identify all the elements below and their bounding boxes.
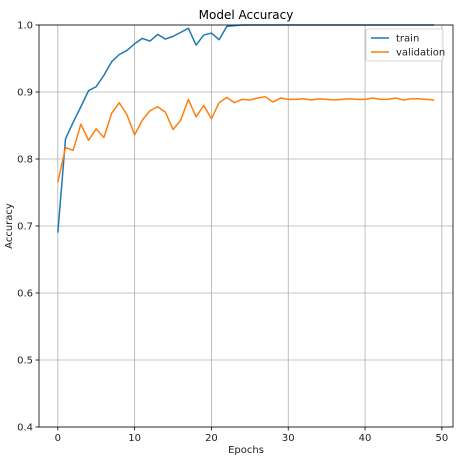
- x-tick-label: 0: [55, 433, 61, 444]
- y-tick-label: 0.8: [17, 155, 33, 166]
- y-axis-label: Accuracy: [4, 203, 15, 249]
- x-tick-label: 50: [435, 433, 448, 444]
- x-tick-label: 30: [282, 433, 295, 444]
- y-tick-label: 0.7: [17, 222, 33, 233]
- legend: train validation: [365, 28, 445, 62]
- y-tick-label: 0.9: [17, 88, 33, 99]
- y-tick-label: 0.6: [17, 289, 33, 300]
- x-tick-label: 10: [128, 433, 141, 444]
- grid: [39, 24, 453, 428]
- legend-box: [365, 28, 444, 62]
- y-tick-label: 0.5: [17, 356, 33, 367]
- legend-validation-label: validation: [396, 48, 445, 59]
- series-line-validation: [57, 95, 435, 183]
- y-tick-label: 1.0: [17, 21, 33, 32]
- x-tick-label: 40: [359, 433, 372, 444]
- y-tick-label: 0.4: [17, 423, 33, 434]
- x-tick-label: 20: [205, 433, 218, 444]
- legend-train-label: train: [396, 34, 419, 45]
- x-axis-label: Epochs: [228, 445, 264, 456]
- chart-title: Model Accuracy: [199, 8, 294, 22]
- axis-ticks: 0 10 20 30 40 50 0.4 0.5 0.6 0.7 0.8 0.9 1.0: [17, 21, 448, 445]
